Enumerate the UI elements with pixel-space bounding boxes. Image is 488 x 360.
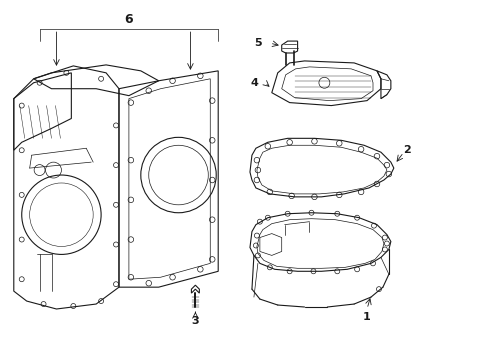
Text: 4: 4 — [249, 78, 257, 88]
Text: 1: 1 — [363, 312, 370, 322]
Text: 5: 5 — [254, 38, 262, 48]
Text: 6: 6 — [124, 13, 133, 26]
Text: 2: 2 — [402, 145, 410, 155]
Text: 3: 3 — [191, 316, 199, 326]
